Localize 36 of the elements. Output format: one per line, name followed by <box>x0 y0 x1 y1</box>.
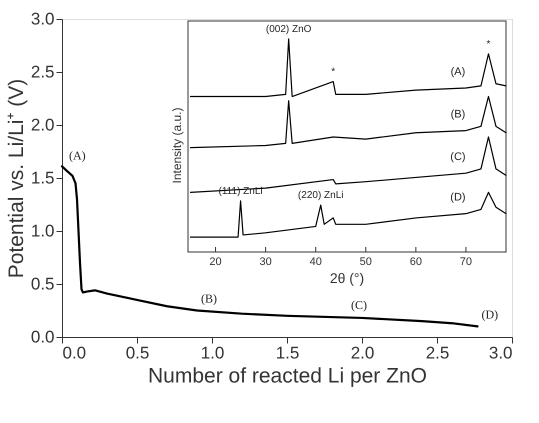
annotation: (A) <box>69 148 86 162</box>
x-tick-label: 1.0 <box>200 344 224 362</box>
x-tick-label: 60 <box>410 256 422 268</box>
y-tick-label: 2.5 <box>30 62 54 82</box>
x-tick-label: 0.5 <box>126 344 150 362</box>
x-tick-label: 3.0 <box>488 344 512 362</box>
y-tick-label: 1.5 <box>30 168 54 188</box>
annotation: * <box>486 38 491 50</box>
series-label: (B) <box>450 108 466 121</box>
annotation: (C) <box>351 298 367 312</box>
annotation: * <box>331 66 336 78</box>
annotation: (002) ZnO <box>266 24 312 35</box>
x-tick-label: 1.5 <box>276 344 300 362</box>
annotation: (B) <box>201 292 217 306</box>
x-tick-label: 70 <box>460 256 472 268</box>
x-tick-label: 2.0 <box>350 344 374 362</box>
x-tick-label: 0.0 <box>62 344 86 362</box>
x-tick-label: 20 <box>209 256 222 268</box>
annotation: (220) ZnLi <box>298 190 344 202</box>
x-tick-label: 30 <box>259 256 272 268</box>
x-tick-label: 40 <box>310 256 322 268</box>
y-tick-label: 0.0 <box>30 328 54 346</box>
series-label: (D) <box>450 192 466 204</box>
x-axis-title: 2θ (°) <box>330 270 364 286</box>
x-tick-label: 50 <box>360 256 372 268</box>
y-tick-label: 1.0 <box>30 222 54 240</box>
y-tick-label: 2.0 <box>30 116 54 134</box>
x-tick-label: 2.5 <box>426 344 450 362</box>
x-axis-title: Number of reacted Li per ZnO <box>148 364 427 388</box>
y-tick-label: 0.5 <box>30 274 54 294</box>
series-label: (A) <box>450 66 466 78</box>
y-tick-label: 3.0 <box>30 10 54 28</box>
y-axis-title: Intensity (a.u.) <box>170 107 184 184</box>
annotation: (D) <box>482 307 498 322</box>
series-label: (C) <box>450 151 466 164</box>
y-axis-title: Potential vs. Li/Li⁺ (V) <box>4 78 28 278</box>
